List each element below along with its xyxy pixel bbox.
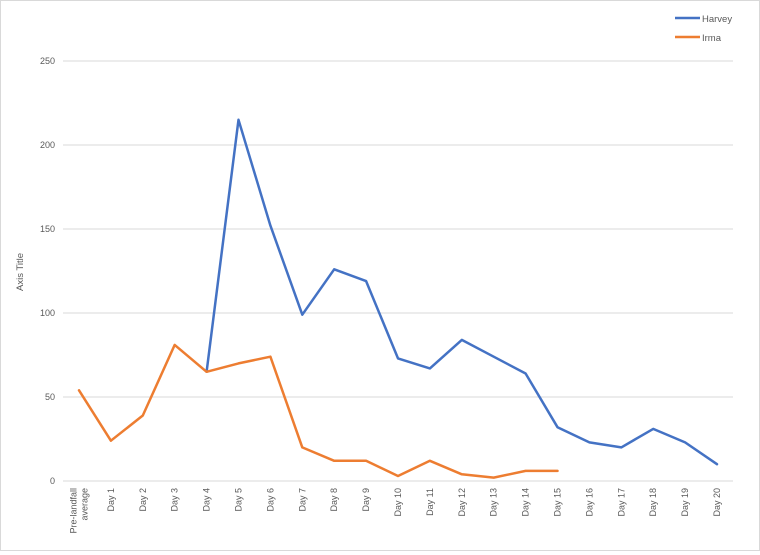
x-tick-label: Day 18	[648, 488, 658, 517]
x-axis-tick-labels: Pre-landfall average Day 1 Day 2 Day 3 Day 4 D…	[68, 488, 722, 534]
y-tick-label: 150	[40, 224, 55, 234]
x-tick-label: Day 9	[361, 488, 371, 512]
legend-item-irma[interactable]: Irma	[675, 33, 722, 44]
x-tick-label: Day 10	[393, 488, 403, 517]
series-line-irma	[77, 343, 559, 479]
y-tick-label: 100	[40, 308, 55, 318]
legend-label-harvey: Harvey	[702, 14, 732, 25]
x-tick-label: Day 2	[138, 488, 148, 512]
x-tick-label: Day 19	[680, 488, 690, 517]
x-tick-label: Day 3	[170, 488, 180, 512]
series-lines	[77, 118, 719, 479]
x-tick-label: Day 8	[329, 488, 339, 512]
x-tick-label: Day 20	[712, 488, 722, 517]
x-tick-label: Day 5	[233, 488, 243, 512]
x-tick-label: Day 17	[616, 488, 626, 517]
y-tick-label: 0	[50, 476, 55, 486]
x-tick-label: Day 12	[457, 488, 467, 517]
x-tick-label: Day 1	[106, 488, 116, 512]
series-line-harvey	[205, 118, 719, 466]
x-tick-label: Day 11	[425, 488, 435, 516]
y-tick-label: 250	[40, 56, 55, 66]
gridlines	[63, 60, 733, 482]
y-axis-tick-labels: 0 50 100 150 200 250	[40, 56, 55, 486]
legend: Harvey Irma	[675, 14, 732, 44]
x-tick-label: Day 14	[521, 488, 531, 517]
x-tick-label: Day 13	[489, 488, 499, 517]
legend-item-harvey[interactable]: Harvey	[675, 14, 732, 25]
x-tick-label: average	[79, 488, 89, 521]
x-tick-label: Pre-landfall	[68, 488, 78, 534]
legend-label-irma: Irma	[702, 33, 722, 44]
x-tick-label: Day 15	[553, 488, 563, 517]
x-tick-label: Day 16	[584, 488, 594, 517]
y-tick-label: 50	[45, 392, 55, 402]
y-tick-label: 200	[40, 140, 55, 150]
x-tick-label: Day 4	[202, 488, 212, 512]
x-tick-label: Day 6	[265, 488, 275, 512]
y-axis-title: Axis Title	[15, 253, 26, 291]
x-tick-label: Day 7	[297, 488, 307, 512]
